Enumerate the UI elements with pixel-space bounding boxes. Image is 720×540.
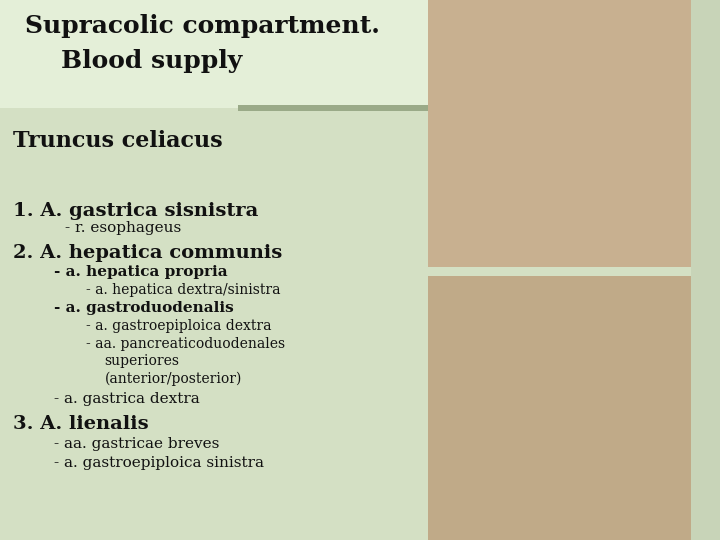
Text: superiores: superiores [104, 354, 179, 368]
Bar [691, 0, 720, 540]
Text: - a. gastroepiploica sinistra: - a. gastroepiploica sinistra [54, 456, 264, 470]
Text: (anterior/posterior): (anterior/posterior) [104, 372, 242, 386]
Bar [428, 267, 720, 276]
Text: Truncus celiacus: Truncus celiacus [13, 130, 222, 152]
Text: - a. hepatica propria: - a. hepatica propria [54, 265, 228, 279]
Text: - aa. gastricae breves: - aa. gastricae breves [54, 437, 220, 451]
Text: - a. gastroduodenalis: - a. gastroduodenalis [54, 301, 234, 315]
Text: Blood supply: Blood supply [61, 49, 243, 72]
Text: Supracolic compartment.: Supracolic compartment. [25, 14, 380, 37]
Text: - a. gastrica dextra: - a. gastrica dextra [54, 392, 199, 406]
Bar [238, 105, 428, 111]
Text: - a. hepatica dextra/sinistra: - a. hepatica dextra/sinistra [86, 283, 281, 297]
Text: - aa. pancreaticoduodenales: - aa. pancreaticoduodenales [86, 337, 286, 351]
Bar [428, 0, 720, 270]
Text: - r. esophageus: - r. esophageus [65, 221, 181, 235]
Text: - a. gastroepiploica dextra: - a. gastroepiploica dextra [86, 319, 272, 333]
FancyBboxPatch shape [0, 0, 428, 108]
Text: 3. A. lienalis: 3. A. lienalis [13, 415, 148, 433]
Bar [428, 275, 720, 540]
Text: 2. A. hepatica communis: 2. A. hepatica communis [13, 244, 282, 262]
Text: 1. A. gastrica sisnistra: 1. A. gastrica sisnistra [13, 202, 258, 220]
